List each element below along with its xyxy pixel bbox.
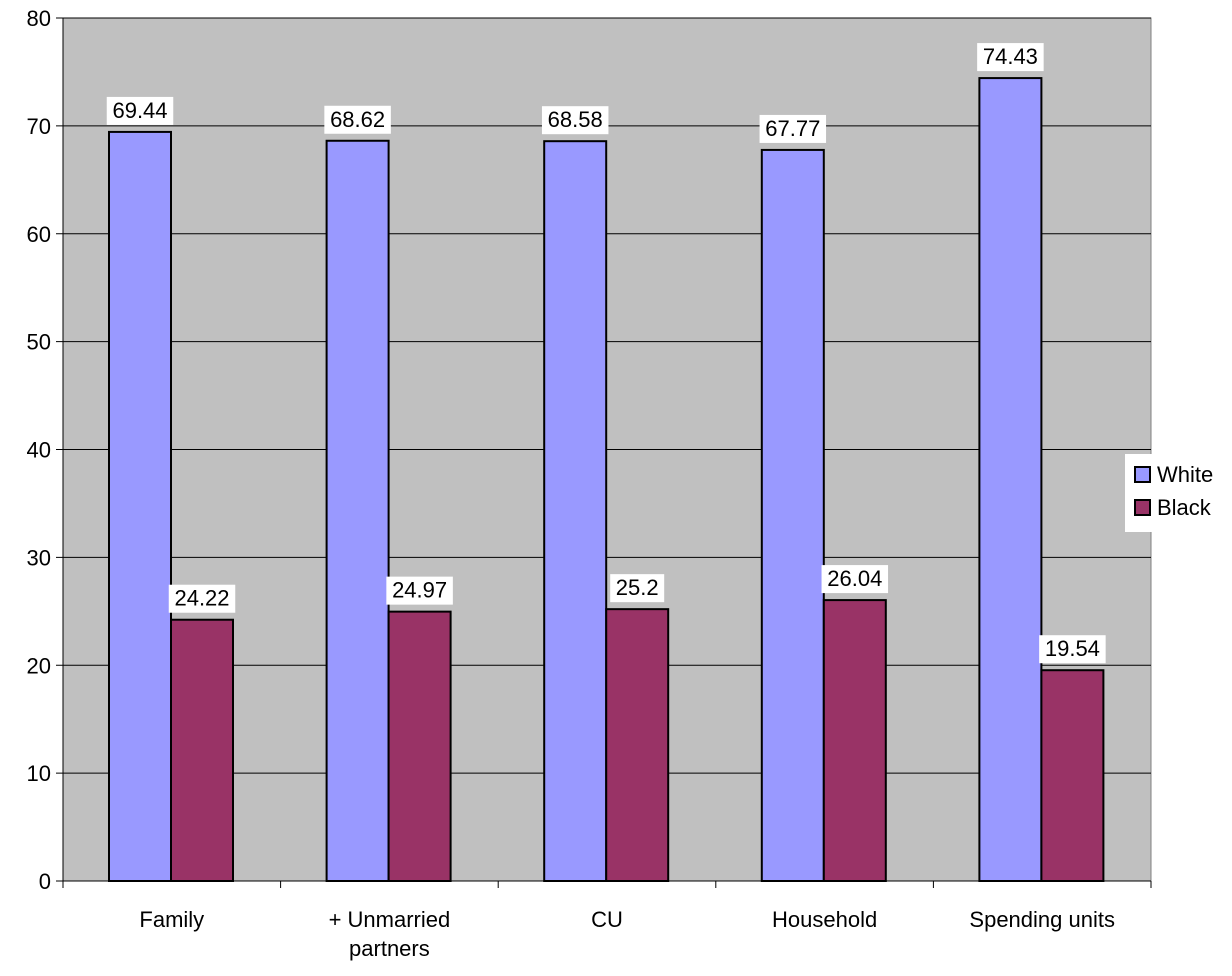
y-tick-label: 80: [27, 6, 51, 31]
y-tick-label: 70: [27, 114, 51, 139]
data-label-bg: [541, 106, 609, 135]
y-tick-label: 60: [27, 222, 51, 247]
y-tick-label: 0: [39, 869, 51, 894]
data-labels: 69.44 24.22 68.62 24.97 68.58 25.2 67.77 26.04 7…: [106, 43, 1106, 664]
legend-swatch-black: [1134, 499, 1151, 516]
legend: White Black: [1125, 454, 1232, 532]
data-label-white-2: 68.58: [548, 107, 603, 132]
data-label-white-3: 67.77: [765, 116, 820, 141]
axes: 0 10 20 30 40 50 60 70 80 Family + Unmarried partne…: [27, 6, 1152, 961]
data-label-bg: [610, 574, 665, 603]
legend-swatch-white: [1134, 466, 1151, 483]
x-tick-label: CU: [591, 907, 623, 932]
data-label-white-0: 69.44: [112, 98, 167, 123]
y-tick-label: 10: [27, 761, 51, 786]
bar-black-2: [605, 608, 670, 883]
data-label-black-2: 25.2: [616, 575, 659, 600]
data-label-black-3: 26.04: [827, 566, 882, 591]
bar-white-0: [108, 130, 172, 882]
bar-black-3: [822, 599, 887, 882]
data-label-black-0: 24.22: [174, 586, 229, 611]
x-tick-label: Spending units: [969, 907, 1115, 932]
bar-white-2: [543, 140, 608, 883]
x-tick-label: + Unmarried: [329, 907, 451, 932]
y-tick-label: 30: [27, 545, 51, 570]
bars: [108, 77, 1105, 883]
data-label-bg: [324, 105, 391, 134]
bar-black-1: [387, 610, 452, 882]
data-label-white-4: 74.43: [983, 44, 1038, 69]
bar-white-1: [325, 139, 390, 882]
data-label-bg: [1039, 635, 1106, 664]
data-label-white-1: 68.62: [330, 107, 385, 132]
x-tick-label: Household: [772, 907, 877, 932]
bar-black-4: [1040, 669, 1105, 883]
y-tick-label: 40: [27, 438, 51, 463]
x-tick-label: partners: [349, 936, 430, 961]
bar-black-0: [170, 618, 234, 882]
data-label-bg: [168, 584, 236, 613]
data-label-black-1: 24.97: [392, 578, 447, 603]
data-label-bg: [759, 114, 827, 143]
x-tick-label: Family: [139, 907, 204, 932]
legend-label-white: White: [1157, 462, 1213, 487]
bar-white-4: [978, 77, 1043, 883]
legend-label-black: Black: [1157, 495, 1212, 520]
y-tick-label: 50: [27, 330, 51, 355]
data-label-bg: [821, 565, 889, 594]
data-label-bg: [977, 43, 1044, 72]
data-label-bg: [386, 576, 453, 605]
y-tick-label: 20: [27, 653, 51, 678]
bar-white-3: [760, 148, 825, 882]
data-label-black-4: 19.54: [1045, 636, 1100, 661]
data-label-bg: [106, 96, 174, 125]
